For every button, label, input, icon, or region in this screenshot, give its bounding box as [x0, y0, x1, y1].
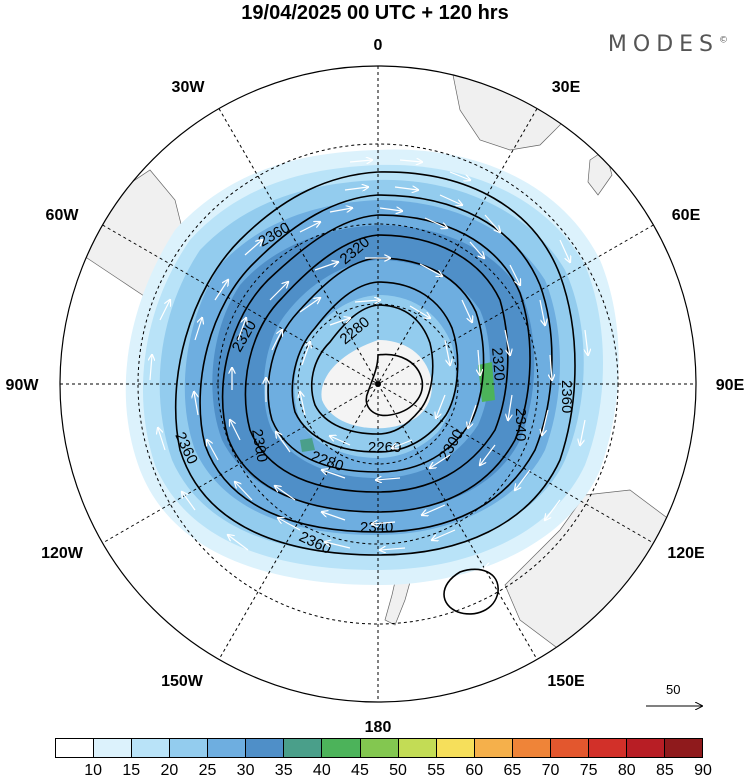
lon-label-30e: 30E [552, 79, 581, 96]
colorbar-bin [474, 739, 513, 757]
logo-text: MODES [607, 32, 719, 57]
colorbar-bin [588, 739, 627, 757]
lon-label-60e: 60E [672, 207, 701, 224]
map-disk: 2360 2320 2280 2320 2300 2260 2280 2300 … [60, 66, 696, 702]
polar-map: 2360 2320 2280 2320 2300 2260 2280 2300 … [6, 37, 745, 735]
colorbar-tick-label: 25 [198, 762, 217, 779]
lon-label-0: 0 [374, 37, 383, 54]
colorbar-bin [208, 739, 247, 757]
colorbar-tick-label: 70 [541, 762, 560, 779]
lon-label-60w: 60W [46, 207, 80, 224]
colorbar-tick-label: 30 [236, 762, 255, 779]
longitude-labels: 0 30E 60E 90E 120E 150E 180 150W 120W 90… [6, 37, 745, 735]
contour-label: 2300 [248, 428, 271, 464]
contour-label: 2360 [558, 380, 575, 413]
colorbar-tick-label: 65 [503, 762, 522, 779]
colorbar-tick-label: 15 [122, 762, 141, 779]
colorbar-tick-label: 50 [389, 762, 407, 779]
contour-label: 2340 [512, 408, 529, 441]
colorbar-tick-label: 55 [427, 762, 446, 779]
colorbar-bin [246, 739, 285, 757]
map-boundary [59, 65, 697, 703]
colorbar-tick-label: 60 [465, 762, 484, 779]
contour-label: 2340 [360, 519, 393, 536]
map-title: 19/04/2025 00 UTC + 120 hrs [241, 2, 509, 24]
colorbar-tick-label: 85 [655, 762, 674, 779]
lon-label-120w: 120W [41, 545, 84, 562]
lon-label-150e: 150E [547, 673, 585, 690]
colorbar-bin [94, 739, 133, 757]
colorbar-bin [170, 739, 209, 757]
lon-label-180: 180 [365, 719, 392, 735]
colorbar-tick-label: 75 [579, 762, 598, 779]
colorbar-ticks: 10 15 20 25 30 35 40 45 50 55 60 65 70 75 80 85 90 [55, 762, 712, 782]
colorbar-bin [56, 739, 95, 757]
colorbar-tick-label: 40 [312, 762, 331, 779]
contour-label: 2320 [488, 347, 508, 382]
colorbar-bin [550, 739, 589, 757]
colorbar-tick-label: 80 [617, 762, 636, 779]
colorbar-bin [665, 739, 703, 757]
lon-label-150w: 150W [161, 673, 204, 690]
lon-label-120e: 120E [667, 545, 705, 562]
colorbar-bin [360, 739, 399, 757]
colorbar-bin [512, 739, 551, 757]
contour-label: 2260 [368, 439, 401, 456]
colorbar-bin [398, 739, 437, 757]
colorbar-tick-label: 35 [274, 762, 293, 779]
vector-key-label: 50 [666, 682, 680, 697]
colorbar-tick-label: 10 [84, 762, 103, 779]
lon-label-30w: 30W [172, 79, 206, 96]
colorbar [55, 738, 703, 758]
colorbar-bin [322, 739, 361, 757]
lon-label-90w: 90W [6, 377, 40, 394]
modes-logo: MODES© [608, 32, 728, 57]
colorbar-bin [436, 739, 475, 757]
wind-speed-shading [125, 149, 619, 585]
colorbar-bin [284, 739, 323, 757]
colorbar-tick-label: 45 [351, 762, 369, 779]
height-contours [174, 171, 576, 615]
logo-mark: © [719, 35, 728, 46]
colorbar-tick-label: 90 [694, 762, 712, 779]
wind-vectors [150, 160, 588, 568]
colorbar-bin [626, 739, 665, 757]
colorbar-bin [132, 739, 171, 757]
lon-label-90e: 90E [716, 377, 745, 394]
colorbar-tick-label: 20 [160, 762, 179, 779]
vector-key: 50 [646, 682, 702, 706]
